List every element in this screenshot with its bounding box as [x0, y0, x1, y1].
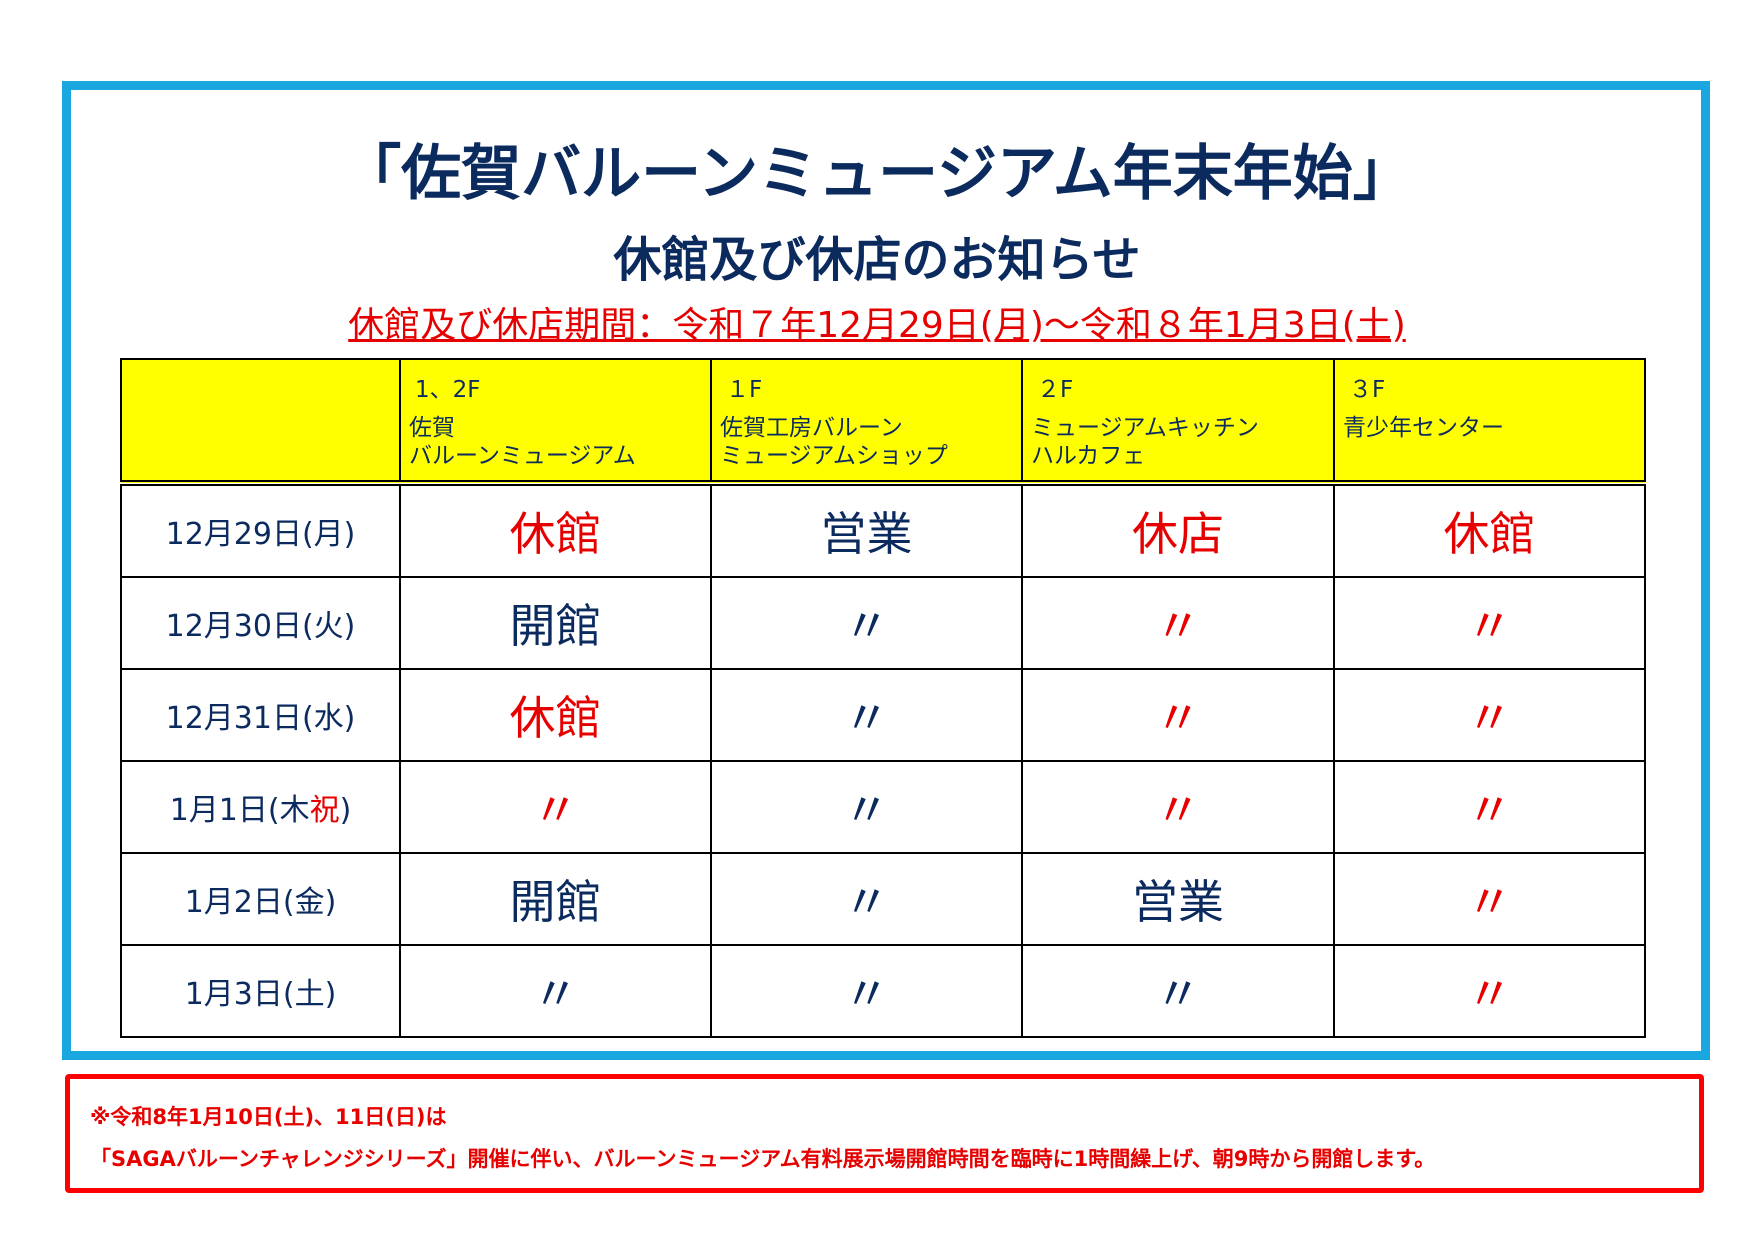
- status-cell: 〃: [1021, 668, 1335, 762]
- venue-name: 佐賀 バルーンミュージアム: [409, 414, 710, 470]
- status-cell: 〃: [1333, 576, 1646, 670]
- schedule-table: 1、2F 佐賀 バルーンミュージアム １F 佐賀工房バルーン ミュージアムショップ ２F ミュ…: [120, 358, 1646, 1038]
- table-row: 12月30日(火) 開館〃〃〃: [120, 576, 1646, 670]
- title: 「佐賀バルーンミュージアム年末年始」: [341, 139, 1413, 209]
- status-cell: 休店: [1021, 482, 1335, 578]
- status-cell: 営業: [1021, 852, 1335, 946]
- status-cell: 〃: [710, 760, 1023, 854]
- status-cell: 〃: [399, 760, 712, 854]
- status-cell: 〃: [399, 944, 712, 1038]
- date-cell: 12月30日(火): [120, 576, 401, 670]
- status-cell: 〃: [1333, 852, 1646, 946]
- status-cell: 〃: [1333, 760, 1646, 854]
- floor-label: ３F: [1349, 377, 1386, 403]
- date-cell: 12月29日(月): [120, 482, 401, 578]
- venue-name: ミュージアムキッチン ハルカフェ: [1031, 414, 1333, 470]
- notice-box: ※令和8年1月10日(土)、11日(日)は 「SAGAバルーンチャレンジシリーズ…: [65, 1074, 1704, 1193]
- venue-name-line: ミュージアムショップ: [720, 443, 948, 469]
- status-cell: 休館: [399, 668, 712, 762]
- venue-name-line: バルーンミュージアム: [409, 443, 636, 469]
- column-header: ３F 青少年センター: [1333, 358, 1646, 486]
- subtitle: 休館及び休店のお知らせ: [613, 232, 1141, 288]
- notice-line: 「SAGAバルーンチャレンジシリーズ」開催に伴い、バルーンミュージアム有料展示場…: [90, 1147, 1436, 1171]
- status-cell: 休館: [399, 482, 712, 578]
- status-cell: 〃: [1021, 760, 1335, 854]
- venue-name-line: ハルカフェ: [1031, 443, 1146, 469]
- date-text: 1月1日(木: [169, 793, 310, 828]
- table-row: 1月1日(木祝) 〃〃〃〃: [120, 760, 1646, 854]
- table-row: 12月29日(月) 休館 営業 休店 休館: [120, 482, 1646, 578]
- status-cell: 〃: [1333, 944, 1646, 1038]
- status-cell: 〃: [1021, 576, 1335, 670]
- status-cell: 〃: [710, 944, 1023, 1038]
- header-row: 1、2F 佐賀 バルーンミュージアム １F 佐賀工房バルーン ミュージアムショップ ２F ミュ…: [120, 358, 1646, 486]
- notice-frame: [62, 81, 1710, 1060]
- venue-name-line: 佐賀: [409, 415, 455, 441]
- date-text: 12月31日(水): [165, 701, 356, 736]
- status-cell: 営業: [710, 482, 1023, 578]
- date-cell: 1月1日(木祝): [120, 760, 401, 854]
- date-text: ): [339, 793, 352, 828]
- notice-line: ※令和8年1月10日(土)、11日(日)は: [90, 1105, 447, 1129]
- venue-name-line: 青少年センター: [1343, 415, 1504, 441]
- status-cell: 〃: [710, 852, 1023, 946]
- column-header: ２F ミュージアムキッチン ハルカフェ: [1021, 358, 1335, 486]
- date-text: 1月3日(土): [184, 977, 337, 1012]
- date-cell: 12月31日(水): [120, 668, 401, 762]
- date-cell: 1月3日(土): [120, 944, 401, 1038]
- status-cell: 開館: [399, 852, 712, 946]
- column-header: １F 佐賀工房バルーン ミュージアムショップ: [710, 358, 1023, 486]
- status-cell: 〃: [710, 668, 1023, 762]
- date-text: 祝: [309, 793, 340, 828]
- status-cell: 休館: [1333, 482, 1646, 578]
- table-row: 1月3日(土) 〃〃〃〃: [120, 944, 1646, 1038]
- status-cell: 〃: [1333, 668, 1646, 762]
- column-header: 1、2F 佐賀 バルーンミュージアム: [399, 358, 712, 486]
- table-row: 1月2日(金) 開館〃営業〃: [120, 852, 1646, 946]
- status-cell: 〃: [710, 576, 1023, 670]
- status-cell: 〃: [1021, 944, 1335, 1038]
- period: 休館及び休店期間：令和７年12月29日(月)～令和８年1月3日(土): [348, 305, 1406, 346]
- date-cell: 1月2日(金): [120, 852, 401, 946]
- venue-name: 青少年センター: [1343, 414, 1644, 442]
- floor-label: １F: [726, 377, 763, 403]
- status-cell: 開館: [399, 576, 712, 670]
- venue-name-line: ミュージアムキッチン: [1031, 415, 1259, 441]
- floor-label: 1、2F: [415, 377, 481, 403]
- venue-name-line: 佐賀工房バルーン: [720, 415, 903, 441]
- venue-name: 佐賀工房バルーン ミュージアムショップ: [720, 414, 1021, 470]
- table-row: 12月31日(水) 休館〃〃〃: [120, 668, 1646, 762]
- floor-label: ２F: [1037, 377, 1074, 403]
- header-corner: [120, 358, 401, 486]
- date-text: 12月30日(火): [165, 609, 356, 644]
- date-text: 12月29日(月): [165, 517, 356, 552]
- date-text: 1月2日(金): [184, 885, 337, 920]
